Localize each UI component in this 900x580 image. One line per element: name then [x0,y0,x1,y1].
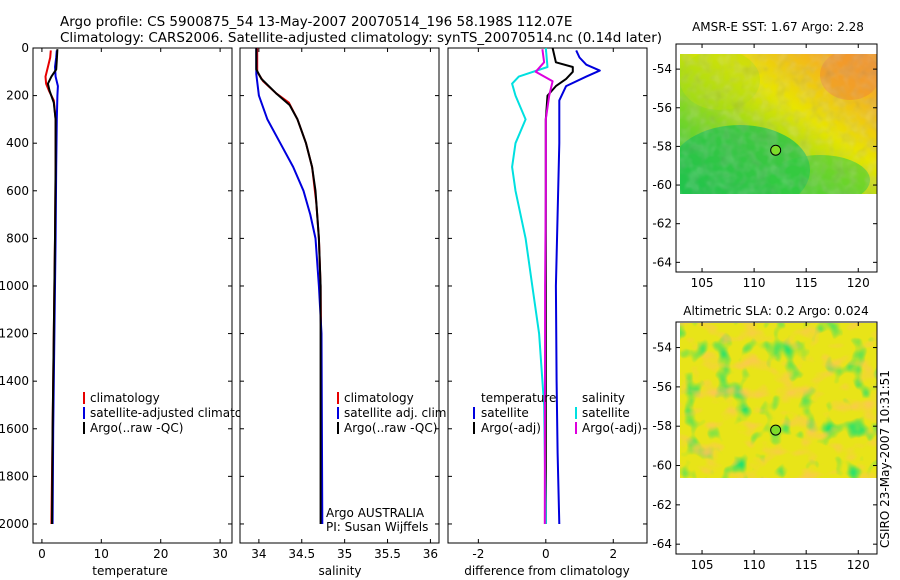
legend-label-argo: Argo(..raw -QC) [344,421,437,435]
x-tick-label: 20 [153,547,168,561]
y-tick-label: 1800 [0,469,29,483]
series-line-argo-raw-qc [255,48,322,524]
series-line-satellite-adj-clim [255,48,324,525]
map-y-tick-label: -56 [652,380,672,394]
temperature-xlabel: temperature [92,564,167,578]
map-y-tick-label: -62 [652,217,672,231]
sla-map-title: Altimetric SLA: 0.2 Argo: 0.024 [683,304,868,318]
map-x-tick-label: 115 [795,558,818,572]
map-x-tick-label: 110 [743,276,766,290]
x-tick-label: 36 [423,547,438,561]
series-line-salinity-argo-adj [534,49,554,525]
y-tick-label: 1600 [0,422,29,436]
argo-pi-label: PI: Susan Wijffels [326,520,428,534]
argo-institution-label: Argo AUSTRALIA [326,506,425,520]
x-tick-label: 34 [251,547,266,561]
y-tick-label: 1000 [0,279,29,293]
x-tick-label: 0 [542,547,550,561]
argo-float-marker [770,424,782,436]
map-x-tick-label: 105 [691,558,714,572]
sst-map-frame [675,43,878,273]
salinity-profile-panel: 34 34.5 35 35.5 36 salinity climatology sate… [239,47,450,578]
x-tick-label: 10 [94,547,109,561]
y-tick-label: 2000 [0,517,29,531]
sla-field [680,323,877,478]
title-line-2: Climatology: CARS2006. Satellite-adjuste… [60,30,662,46]
x-tick-label: 30 [212,547,227,561]
y-tick-label: 600 [6,184,29,198]
x-tick-label: 35.5 [374,547,401,561]
legend-label-climatology: climatology [344,391,414,405]
y-tick-label: 200 [6,89,29,103]
temperature-profile-panel: 0 200 400 600 800 1000 1200 1400 1600 1800 2000 0 10… [0,41,268,578]
map-y-tick-label: -64 [652,255,672,269]
sst-field [680,54,877,194]
sla-map-frame [675,321,878,555]
salinity-xlabel: salinity [318,564,361,578]
legend-label-temp-satellite: satellite [481,406,529,420]
sst-map-panel: AMSR-E SST: 1.67 Argo: 2.28 -54 -56 -58 -60… [652,20,878,290]
map-y-tick-label: -62 [652,498,672,512]
x-tick-label: 35 [337,547,352,561]
x-tick-label: 34.5 [288,547,315,561]
temperature-legend: climatology satellite-adjusted climatolo… [83,391,268,435]
legend-label-satellite-adj: satellite adj. clim. [344,406,450,420]
title-line-1: Argo profile: CS 5900875_54 13-May-2007 … [60,14,572,30]
y-tick-label: 800 [6,231,29,245]
map-y-tick-label: -60 [652,178,672,192]
legend-label-temp-argo: Argo(-adj) [481,421,541,435]
map-y-tick-label: -58 [652,139,672,153]
map-x-tick-label: 120 [847,276,870,290]
x-tick-label: 2 [609,547,617,561]
map-x-tick-label: 120 [847,558,870,572]
legend-label-sal-satellite: satellite [582,406,630,420]
map-y-tick-label: -54 [652,341,672,355]
legend-label-satellite-adjusted: satellite-adjusted climatology [90,406,268,420]
temperature-axes-frame [32,47,233,544]
legend-label-sal-argo: Argo(-adj) [582,421,642,435]
y-tick-label: 1400 [0,374,29,388]
map-x-tick-label: 115 [795,276,818,290]
y-tick-label: 0 [21,41,29,55]
sla-map-panel: Altimetric SLA: 0.2 Argo: 0.024 -54 -56 -5… [652,304,878,572]
x-tick-label: 0 [38,547,46,561]
map-y-tick-label: -60 [652,459,672,473]
sst-map-title: AMSR-E SST: 1.67 Argo: 2.28 [692,20,864,34]
series-line-salinity-satellite [511,47,549,525]
difference-profile-panel: -2 0 2 difference from climatology tempera… [447,47,648,578]
map-y-tick-label: -56 [652,101,672,115]
difference-xlabel: difference from climatology [464,564,630,578]
argo-float-marker [770,144,782,156]
legend-label-climatology: climatology [90,391,160,405]
y-tick-label: 1200 [0,327,29,341]
legend-header-salinity: salinity [582,391,625,405]
map-y-tick-label: -58 [652,419,672,433]
salinity-legend: climatology satellite adj. clim. Argo(..… [337,391,450,435]
legend-header-temperature: temperature [481,391,556,405]
x-tick-label: -2 [472,547,484,561]
y-tick-label: 400 [6,136,29,150]
map-x-tick-label: 105 [691,276,714,290]
series-line-argo-raw-qc [46,49,59,525]
difference-legend: temperature satellite Argo(-adj) salinit… [473,391,642,435]
csiro-credit-label: CSIRO 23-May-2007 10:31:51 [878,370,892,548]
difference-axes-frame [447,47,648,544]
map-y-tick-label: -54 [652,62,672,76]
legend-label-argo: Argo(..raw -QC) [90,421,183,435]
series-line-temperature-satellite [554,49,601,525]
map-y-tick-label: -64 [652,537,672,551]
map-x-tick-label: 110 [743,558,766,572]
